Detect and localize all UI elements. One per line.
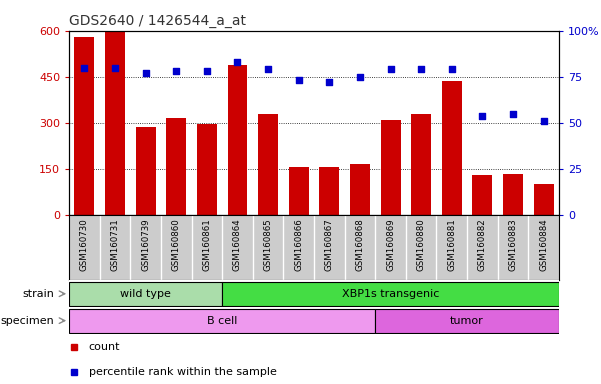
Bar	[380, 120, 400, 215]
Bar	[69, 282, 222, 306]
Text: GSM160867: GSM160867	[325, 218, 334, 271]
Text: count: count	[89, 341, 120, 352]
Point	[355, 74, 365, 80]
Bar	[222, 282, 559, 306]
Bar	[105, 32, 125, 215]
Bar	[319, 167, 340, 215]
Text: GSM160881: GSM160881	[447, 218, 456, 271]
Point	[202, 68, 212, 74]
Point	[325, 79, 334, 85]
Bar	[197, 124, 217, 215]
Point	[233, 59, 242, 65]
Text: wild type: wild type	[120, 289, 171, 299]
Text: GSM160866: GSM160866	[294, 218, 304, 271]
Text: GSM160882: GSM160882	[478, 218, 487, 271]
Point	[386, 66, 395, 73]
Text: GSM160883: GSM160883	[508, 218, 517, 271]
Text: GDS2640 / 1426544_a_at: GDS2640 / 1426544_a_at	[69, 14, 246, 28]
Text: XBP1s transgenic: XBP1s transgenic	[342, 289, 439, 299]
Bar	[136, 127, 156, 215]
Text: tumor: tumor	[450, 316, 484, 326]
Point	[508, 111, 518, 117]
Bar	[472, 175, 492, 215]
Point	[263, 66, 273, 73]
Bar	[228, 65, 248, 215]
Bar	[258, 114, 278, 215]
Point	[294, 78, 304, 84]
Bar	[69, 309, 375, 333]
Bar	[411, 114, 431, 215]
Text: GSM160884: GSM160884	[539, 218, 548, 271]
Bar	[350, 164, 370, 215]
Bar	[442, 81, 462, 215]
Point	[416, 66, 426, 73]
Text: percentile rank within the sample: percentile rank within the sample	[89, 366, 276, 377]
Point	[478, 113, 487, 119]
Text: GSM160869: GSM160869	[386, 218, 395, 271]
Bar	[503, 174, 523, 215]
Text: strain: strain	[22, 289, 54, 299]
Text: GSM160864: GSM160864	[233, 218, 242, 271]
Point	[79, 65, 89, 71]
Text: GSM160861: GSM160861	[203, 218, 212, 271]
Bar	[288, 167, 309, 215]
Text: GSM160739: GSM160739	[141, 218, 150, 271]
Text: specimen: specimen	[0, 316, 54, 326]
Point	[539, 118, 549, 124]
Text: GSM160731: GSM160731	[111, 218, 120, 271]
Text: GSM160880: GSM160880	[416, 218, 426, 271]
Point	[447, 66, 457, 73]
Point	[141, 70, 150, 76]
Text: GSM160860: GSM160860	[172, 218, 181, 271]
Text: B cell: B cell	[207, 316, 237, 326]
Text: GSM160730: GSM160730	[80, 218, 89, 271]
Bar	[375, 309, 559, 333]
Point	[110, 65, 120, 71]
Text: GSM160868: GSM160868	[355, 218, 364, 271]
Point	[171, 68, 181, 74]
Bar	[166, 118, 186, 215]
Text: GSM160865: GSM160865	[264, 218, 273, 271]
Bar	[75, 37, 94, 215]
Bar	[534, 184, 554, 215]
